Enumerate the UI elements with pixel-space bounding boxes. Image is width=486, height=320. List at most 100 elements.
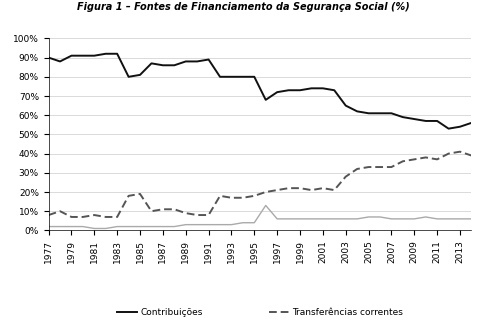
Line: Contribuições: Contribuições [49,54,471,129]
Contribuições [434,119,440,123]
Contribuições [194,60,200,63]
Transferências correntes [194,213,200,217]
Contribuições [57,60,63,63]
Outras receitas correntes [331,217,337,221]
Line: Transferências correntes: Transferências correntes [49,152,471,217]
Outras receitas correntes [160,225,166,228]
Outras receitas correntes [126,225,132,228]
Contribuições [274,90,280,94]
Contribuições [297,88,303,92]
Transferências correntes [126,194,132,198]
Outras receitas correntes [263,204,269,207]
Transferências correntes [377,165,383,169]
Contribuições [377,111,383,115]
Outras receitas correntes [400,217,406,221]
Outras receitas correntes [297,217,303,221]
Transferências correntes [240,196,246,200]
Transferências correntes [343,175,348,179]
Transferências correntes [274,188,280,192]
Transferências correntes [388,165,394,169]
Transferências correntes [400,159,406,163]
Contribuições [228,75,234,79]
Outras receitas correntes [286,217,292,221]
Contribuições [103,52,109,56]
Outras receitas correntes [388,217,394,221]
Outras receitas correntes [194,223,200,227]
Contribuições [137,73,143,77]
Transferências correntes [46,213,52,217]
Outras receitas correntes [354,217,360,221]
Outras receitas correntes [228,223,234,227]
Transferências correntes [263,190,269,194]
Transferências correntes [423,156,429,159]
Transferências correntes [457,150,463,154]
Contribuições [400,115,406,119]
Contribuições [388,111,394,115]
Transferências correntes [286,186,292,190]
Outras receitas correntes [423,215,429,219]
Text: Figura 1 – Fontes de Financiamento da Segurança Social (%): Figura 1 – Fontes de Financiamento da Se… [77,2,409,12]
Outras receitas correntes [103,227,109,230]
Transferências correntes [297,186,303,190]
Outras receitas correntes [80,225,86,228]
Outras receitas correntes [434,217,440,221]
Contribuições [354,109,360,113]
Contribuições [46,56,52,60]
Contribuições [343,104,348,108]
Transferências correntes [172,207,177,211]
Contribuições [446,127,451,131]
Outras receitas correntes [172,225,177,228]
Contribuições [423,119,429,123]
Contribuições [365,111,371,115]
Line: Outras receitas correntes: Outras receitas correntes [49,205,471,228]
Contribuições [411,117,417,121]
Contribuições [126,75,132,79]
Transferências correntes [331,188,337,192]
Contribuições [91,54,97,58]
Outras receitas correntes [343,217,348,221]
Contribuições [240,75,246,79]
Outras receitas correntes [206,223,211,227]
Contribuições [286,88,292,92]
Outras receitas correntes [377,215,383,219]
Contribuições [457,125,463,129]
Transferências correntes [160,207,166,211]
Outras receitas correntes [149,225,155,228]
Transferências correntes [103,215,109,219]
Transferências correntes [354,167,360,171]
Transferências correntes [57,209,63,213]
Outras receitas correntes [217,223,223,227]
Transferências correntes [228,196,234,200]
Transferências correntes [69,215,74,219]
Transferências correntes [469,154,474,157]
Transferências correntes [80,215,86,219]
Outras receitas correntes [469,217,474,221]
Outras receitas correntes [309,217,314,221]
Transferências correntes [91,213,97,217]
Transferências correntes [114,215,120,219]
Outras receitas correntes [446,217,451,221]
Transferências correntes [434,157,440,161]
Outras receitas correntes [320,217,326,221]
Transferências correntes [251,194,257,198]
Contribuições [80,54,86,58]
Transferências correntes [137,192,143,196]
Contribuições [331,88,337,92]
Contribuições [217,75,223,79]
Outras receitas correntes [114,225,120,228]
Contribuições [172,63,177,67]
Transferências correntes [217,194,223,198]
Outras receitas correntes [183,223,189,227]
Outras receitas correntes [57,225,63,228]
Contribuições [149,61,155,65]
Contribuições [251,75,257,79]
Contribuições [114,52,120,56]
Outras receitas correntes [69,225,74,228]
Transferências correntes [411,157,417,161]
Contribuições [320,86,326,90]
Outras receitas correntes [411,217,417,221]
Contribuições [263,98,269,102]
Contribuições [309,86,314,90]
Outras receitas correntes [137,225,143,228]
Outras receitas correntes [240,221,246,225]
